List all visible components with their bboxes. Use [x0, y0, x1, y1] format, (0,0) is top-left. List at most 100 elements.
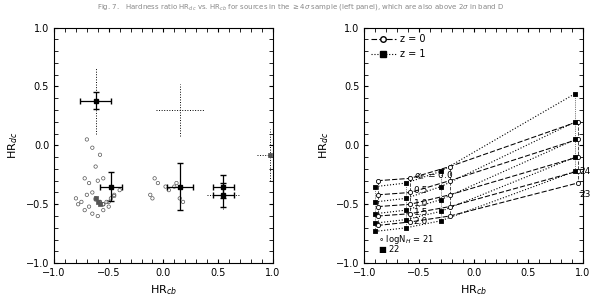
- Point: [80, 176, 90, 181]
- Point: [175, 196, 185, 201]
- Point: [82, 137, 92, 142]
- Y-axis label: HR$_{dc}$: HR$_{dc}$: [7, 132, 20, 159]
- Point: [401, 217, 410, 222]
- Point: [91, 197, 100, 202]
- Point: [401, 208, 410, 213]
- Point: [88, 211, 97, 216]
- Point: [406, 190, 415, 195]
- Text: $\blacksquare$ 22: $\blacksquare$ 22: [377, 243, 400, 255]
- Point: [573, 155, 582, 159]
- Text: Fig. 7.   Hardness ratio HR$_{dc}$ vs. HR$_{cb}$ for sources in the $\geq$4$\sig: Fig. 7. Hardness ratio HR$_{dc}$ vs. HR$…: [97, 2, 504, 12]
- Point: [115, 188, 124, 192]
- Point: [153, 181, 163, 185]
- Point: [88, 190, 97, 195]
- Point: [71, 196, 81, 201]
- Point: [266, 152, 275, 157]
- Y-axis label: HR$_{dc}$: HR$_{dc}$: [317, 132, 331, 159]
- Text: $\alpha_E$ = 0.0: $\alpha_E$ = 0.0: [413, 170, 453, 182]
- Point: [73, 202, 83, 207]
- Point: [371, 184, 380, 189]
- Point: [570, 155, 580, 159]
- Point: [406, 211, 415, 216]
- Point: [91, 196, 100, 201]
- Point: [84, 181, 94, 185]
- Point: [371, 200, 380, 204]
- Point: [573, 119, 582, 124]
- Point: [150, 176, 159, 181]
- Point: [104, 204, 114, 209]
- Point: [373, 204, 382, 209]
- Point: [95, 152, 105, 157]
- Point: [169, 184, 179, 189]
- Point: [76, 200, 86, 204]
- Point: [406, 219, 415, 224]
- Text: $\circ$ logN$_H$ = 21: $\circ$ logN$_H$ = 21: [377, 233, 433, 246]
- Point: [160, 184, 170, 189]
- Point: [88, 145, 97, 150]
- Point: [95, 200, 105, 204]
- Point: [95, 202, 105, 207]
- Point: [373, 223, 382, 228]
- Point: [570, 91, 580, 96]
- Point: [80, 208, 90, 213]
- Point: [371, 211, 380, 216]
- Point: [371, 229, 380, 234]
- Text: 0.5: 0.5: [413, 186, 428, 195]
- Text: 2.0: 2.0: [413, 218, 428, 226]
- Point: [91, 164, 100, 169]
- Text: 1.0: 1.0: [413, 199, 428, 207]
- Point: [436, 209, 446, 214]
- Point: [145, 192, 155, 197]
- Point: [93, 214, 103, 218]
- Point: [102, 200, 111, 204]
- Point: [406, 202, 415, 207]
- Point: [445, 204, 454, 209]
- Point: [570, 169, 580, 174]
- Point: [99, 202, 108, 207]
- Text: 23: 23: [580, 190, 591, 199]
- Point: [436, 184, 446, 189]
- Point: [373, 192, 382, 197]
- Point: [104, 200, 114, 204]
- Point: [436, 218, 446, 223]
- X-axis label: HR$_{cb}$: HR$_{cb}$: [150, 284, 177, 297]
- Point: [401, 225, 410, 230]
- Point: [93, 200, 103, 204]
- Point: [99, 208, 108, 213]
- Point: [406, 176, 415, 181]
- Point: [84, 204, 94, 209]
- Point: [373, 178, 382, 183]
- Point: [95, 200, 105, 204]
- Point: [106, 196, 116, 201]
- Point: [91, 196, 100, 201]
- Text: 1.5: 1.5: [413, 208, 428, 217]
- Point: [164, 188, 174, 192]
- Point: [573, 169, 582, 174]
- Point: [371, 221, 380, 226]
- Point: [573, 137, 582, 142]
- Point: [82, 192, 92, 197]
- Point: [436, 197, 446, 202]
- Point: [178, 200, 188, 204]
- Legend: z = 0, z = 1: z = 0, z = 1: [369, 32, 428, 61]
- Point: [445, 214, 454, 218]
- Point: [570, 137, 580, 142]
- Point: [401, 181, 410, 185]
- Point: [99, 176, 108, 181]
- Point: [99, 202, 108, 207]
- Point: [445, 164, 454, 169]
- Point: [401, 196, 410, 201]
- Point: [445, 178, 454, 183]
- Point: [573, 181, 582, 185]
- Point: [93, 178, 103, 183]
- Text: 24: 24: [580, 167, 591, 176]
- Point: [445, 192, 454, 197]
- Point: [172, 181, 182, 185]
- Point: [436, 169, 446, 174]
- Point: [570, 119, 580, 124]
- Point: [148, 196, 157, 201]
- Point: [109, 194, 119, 199]
- X-axis label: HR$_{cb}$: HR$_{cb}$: [460, 284, 487, 297]
- Point: [373, 214, 382, 218]
- Point: [109, 192, 119, 197]
